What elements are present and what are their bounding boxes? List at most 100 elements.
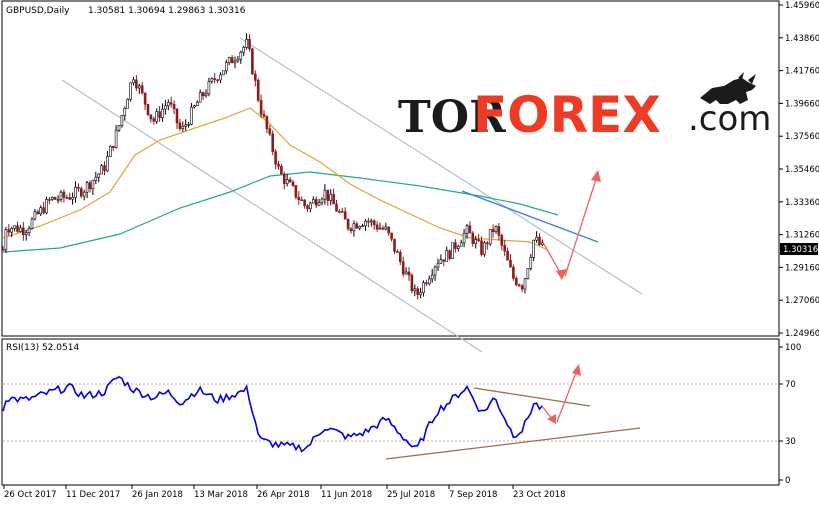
- candle-body: [19, 227, 22, 232]
- candle-body: [535, 236, 538, 241]
- candle-body: [335, 203, 338, 212]
- candle-body: [459, 242, 463, 247]
- candle-body: [372, 220, 376, 226]
- candle-body: [404, 271, 408, 275]
- candle-body: [103, 165, 106, 172]
- candle-body: [27, 228, 31, 234]
- price-tick-label: 1.31260: [785, 231, 819, 241]
- candle-body: [439, 259, 443, 264]
- candle-body: [33, 211, 37, 220]
- time-tick-label: 26 Apr 2018: [257, 490, 310, 500]
- price-tick-label: 1.43860: [785, 34, 819, 44]
- channel-lower-line: [61, 79, 483, 353]
- candle-body: [143, 92, 147, 105]
- candle-body: [529, 257, 533, 269]
- candle-body: [248, 38, 251, 50]
- candle-body: [343, 211, 347, 220]
- candle-body: [390, 232, 393, 240]
- svg-text:1.30316: 1.30316: [783, 245, 818, 255]
- price-tick-label: 1.24960: [785, 329, 819, 339]
- rsi-trendline-upper: [473, 387, 591, 407]
- price-tick-label: 1.39660: [785, 99, 819, 109]
- candle-body: [526, 268, 530, 279]
- candle-body: [369, 220, 373, 223]
- candle-body: [436, 262, 440, 268]
- candle-body: [538, 236, 541, 245]
- candle-body: [532, 239, 536, 258]
- candle-body: [407, 271, 411, 276]
- candle-body: [16, 225, 19, 232]
- price-axis: 1.45960 1.43860 1.41760 1.39660 1.37560 1.354…: [779, 1, 819, 339]
- logo-tor: TOR: [398, 92, 506, 143]
- candle-body: [300, 199, 304, 201]
- candle-body: [262, 113, 266, 117]
- candle-body: [94, 176, 98, 181]
- candle-body: [77, 186, 80, 189]
- candle-body: [277, 163, 280, 167]
- candle-body: [13, 225, 16, 229]
- candle-body: [491, 229, 495, 232]
- candle-body: [120, 115, 124, 126]
- candle-body: [346, 218, 350, 230]
- price-tick-label: 1.45960: [785, 1, 819, 11]
- candle-body: [24, 232, 28, 235]
- time-axis: 26 Oct 2017 11 Dec 2017 26 Jan 2018 13 Mar …: [3, 485, 566, 500]
- candle-body: [201, 92, 205, 97]
- candle-body: [456, 245, 460, 249]
- torforex-logo: TOR FOREX .com: [398, 72, 771, 144]
- candle-body: [393, 238, 396, 252]
- candle-body: [10, 228, 13, 233]
- candle-body: [97, 173, 100, 178]
- candle-body: [242, 46, 245, 53]
- candle-body: [56, 199, 60, 201]
- candle-body: [306, 205, 309, 210]
- candle-body: [326, 189, 330, 201]
- time-tick-label: 25 Jul 2018: [387, 490, 435, 500]
- candle-body: [233, 60, 237, 64]
- chart-header-symbol: GBPUSD,Daily: [6, 6, 70, 16]
- candle-body: [123, 107, 127, 116]
- candle-body: [193, 105, 196, 108]
- candle-body: [503, 245, 507, 252]
- candle-body: [42, 207, 45, 214]
- candle-body: [445, 250, 449, 262]
- candle-body: [494, 226, 498, 232]
- candle-body: [309, 202, 312, 210]
- candle-body: [106, 156, 109, 172]
- time-tick-label: 11 Dec 2017: [66, 490, 120, 500]
- candle-body: [311, 199, 315, 204]
- candle-body: [454, 242, 457, 249]
- candle-body: [259, 99, 263, 115]
- candle-body: [268, 128, 272, 135]
- candle-body: [317, 202, 321, 206]
- candle-body: [271, 133, 275, 152]
- candle-body: [500, 235, 504, 246]
- candle-body: [430, 274, 434, 280]
- candle-body: [384, 226, 388, 230]
- price-panel-frame: [1, 0, 780, 337]
- candle-body: [320, 198, 324, 203]
- candle-body: [21, 227, 25, 235]
- candle-body: [303, 199, 306, 206]
- candle-body: [1, 249, 5, 251]
- candle-body: [146, 104, 150, 116]
- candle-body: [367, 220, 370, 223]
- candle-body: [227, 57, 231, 63]
- candle-body: [288, 179, 292, 183]
- candle-body: [323, 189, 327, 200]
- candle-body: [135, 79, 138, 89]
- forecast-arrows-rsi: [541, 364, 581, 424]
- candle-body: [465, 225, 469, 234]
- candle-body: [523, 278, 527, 290]
- candle-body: [401, 261, 405, 275]
- candle-body: [4, 229, 8, 251]
- rsi-tick-label: 0: [785, 476, 790, 486]
- candle-body: [251, 48, 254, 75]
- time-tick-label: 11 Jun 2018: [321, 490, 372, 500]
- time-tick-label: 26 Jan 2018: [132, 490, 183, 500]
- logo-com: .com: [688, 99, 771, 139]
- candle-body: [338, 211, 341, 213]
- price-tick-label: 1.37560: [785, 132, 819, 142]
- price-tick-label: 1.41760: [785, 67, 819, 77]
